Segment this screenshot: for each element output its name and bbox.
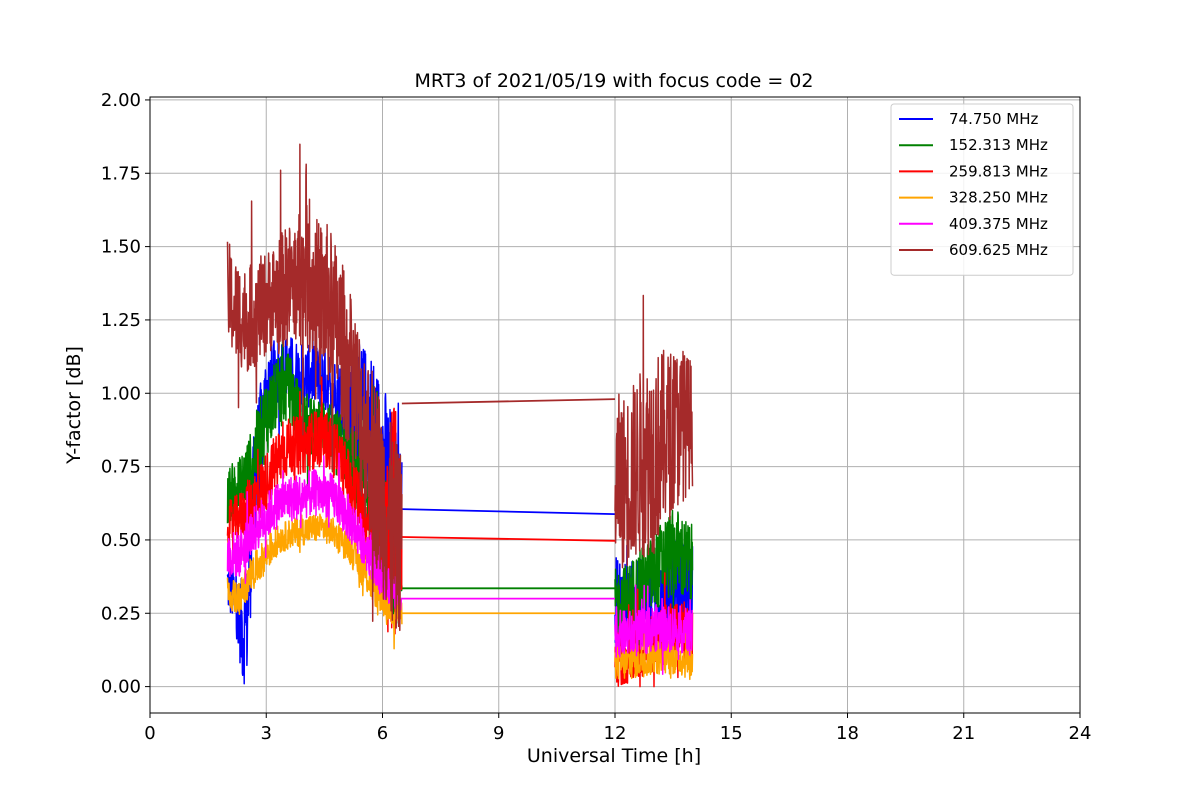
series-layer: [226, 143, 694, 688]
series-gap-line: [401, 398, 616, 405]
series-gap-line: [401, 536, 616, 542]
y-tick-label: 1.75: [101, 163, 141, 184]
y-tick-label: 0.50: [101, 530, 141, 551]
series-line-segment: [226, 143, 403, 632]
legend-box: [890, 103, 1074, 276]
y-axis-ticks: 0.00 0.25 0.50 0.75 1.00 1.25 1.50 1.75 2.00: [101, 90, 150, 698]
legend-label: 609.625 MHz: [949, 241, 1048, 259]
legend-label: 259.813 MHz: [949, 162, 1048, 180]
chart-title: MRT3 of 2021/05/19 with focus code = 02: [415, 70, 814, 92]
x-tick-label: 12: [604, 723, 627, 744]
y-tick-label: 1.50: [101, 237, 141, 258]
x-tick-label: 18: [836, 723, 859, 744]
x-tick-label: 9: [493, 723, 504, 744]
x-tick-label: 3: [261, 723, 272, 744]
y-axis-label: Y-factor [dB]: [63, 346, 85, 465]
legend-label: 409.375 MHz: [949, 215, 1048, 233]
y-tick-label: 2.00: [101, 90, 141, 111]
y-tick-label: 0.75: [101, 457, 141, 478]
x-tick-label: 24: [1069, 723, 1092, 744]
y-tick-label: 0.00: [101, 677, 141, 698]
x-axis-label: Universal Time [h]: [527, 745, 701, 767]
y-tick-label: 0.25: [101, 603, 141, 624]
legend-label: 328.250 MHz: [949, 189, 1048, 207]
y-tick-label: 1.00: [101, 383, 141, 404]
x-axis-ticks: 0 3 6 9 12 15 18 21 24: [144, 713, 1091, 744]
y-tick-label: 1.25: [101, 310, 141, 331]
legend-label: 152.313 MHz: [949, 136, 1048, 154]
x-tick-label: 0: [144, 723, 155, 744]
x-tick-label: 21: [952, 723, 975, 744]
x-tick-label: 6: [377, 723, 388, 744]
x-tick-label: 15: [720, 723, 743, 744]
series-6: [226, 143, 694, 632]
legend: 74.750 MHz 152.313 MHz 259.813 MHz 328.250 …: [890, 103, 1074, 276]
series-gap-line: [401, 508, 616, 516]
series-line-segment: [614, 623, 694, 681]
series-line-segment: [614, 294, 694, 569]
legend-label: 74.750 MHz: [949, 110, 1038, 128]
series-line-segment: [614, 584, 694, 675]
